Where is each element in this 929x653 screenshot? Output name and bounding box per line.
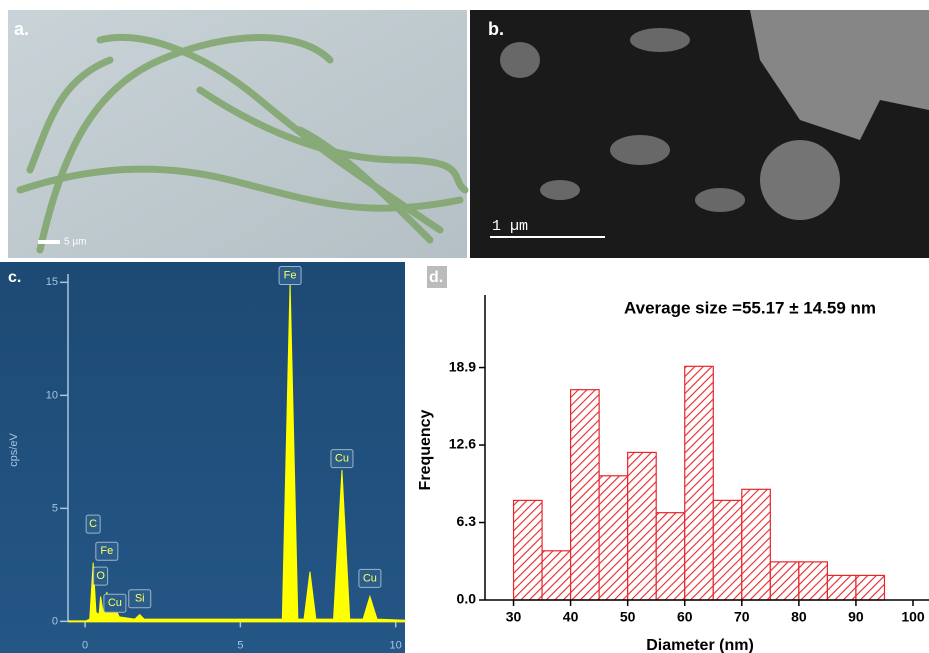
peak-label: C <box>89 518 97 530</box>
y-tick-label: 10 <box>46 389 58 401</box>
peak-label: Cu <box>335 453 349 465</box>
x-tick-label: 10 <box>390 639 402 651</box>
peak-label-box <box>128 589 152 609</box>
bar <box>541 550 572 601</box>
x-tick-label: 60 <box>677 609 693 625</box>
peak-label-box <box>95 541 119 561</box>
y-tick-label: 15 <box>46 276 58 288</box>
panel-label: d. <box>429 269 443 286</box>
bar <box>826 574 857 601</box>
bar <box>684 365 714 601</box>
y-tick-label: 5 <box>52 502 58 514</box>
scale-bar <box>38 240 60 244</box>
scale-bar <box>490 236 605 238</box>
peak-label: Si <box>135 593 145 605</box>
bar <box>627 451 657 601</box>
scale-label: 5 µm <box>64 237 86 248</box>
label-bg <box>427 266 447 288</box>
y-axis-label: Frequency <box>417 409 434 490</box>
x-tick-label: 40 <box>563 609 579 625</box>
x-tick-label: 90 <box>848 609 864 625</box>
bar <box>769 561 800 601</box>
peak-label-box <box>330 449 354 469</box>
bar <box>655 512 686 601</box>
panel-b: 1 µm b. <box>470 10 929 258</box>
x-tick-label: 80 <box>791 609 807 625</box>
x-tick-label: 0 <box>82 639 88 651</box>
y-tick-label: 0 <box>52 615 58 627</box>
peak-label-box <box>103 593 127 613</box>
y-tick-label: 6.3 <box>457 513 477 529</box>
y-tick-label: 12.6 <box>449 436 476 452</box>
y-tick-label: 0.0 <box>457 591 477 607</box>
peak-label: Fe <box>100 545 113 557</box>
gaps <box>500 10 929 220</box>
panel-label: c. <box>8 269 21 286</box>
x-tick-label: 30 <box>506 609 522 625</box>
x-tick-label: 50 <box>620 609 636 625</box>
x-tick-label: 70 <box>734 609 750 625</box>
bar <box>855 574 886 601</box>
bar <box>598 475 629 601</box>
peak-label-box <box>93 566 109 586</box>
filaments <box>16 34 469 254</box>
peak-label: Fe <box>284 269 297 281</box>
peak-label-box <box>358 568 382 588</box>
y-tick-label: 18.9 <box>449 358 476 374</box>
panel-a: 5 µm a. <box>8 10 469 258</box>
bar <box>512 499 543 601</box>
x-tick-label: 5 <box>237 639 243 651</box>
spectrum <box>84 282 406 622</box>
panel-d: d. <box>427 266 447 288</box>
bar <box>569 389 600 601</box>
panel-label: a. <box>14 19 29 39</box>
panel-label: b. <box>488 19 504 39</box>
peak-label: Cu <box>363 572 377 584</box>
peak-label-box <box>278 266 302 286</box>
y-axis-label: cps/eV <box>8 433 20 467</box>
peak-label: Cu <box>108 597 122 609</box>
peak-label: O <box>96 570 105 582</box>
micrograph <box>8 10 467 258</box>
chart-title: Average size =55.17 ± 14.59 nm <box>624 298 876 317</box>
x-tick-label: 100 <box>901 609 925 625</box>
peak-label-box <box>85 514 101 534</box>
bar <box>798 561 828 601</box>
x-axis-label: Diameter (nm) <box>646 637 754 653</box>
bar <box>741 488 771 601</box>
scale-label: 1 µm <box>492 218 528 235</box>
bar <box>712 499 743 601</box>
